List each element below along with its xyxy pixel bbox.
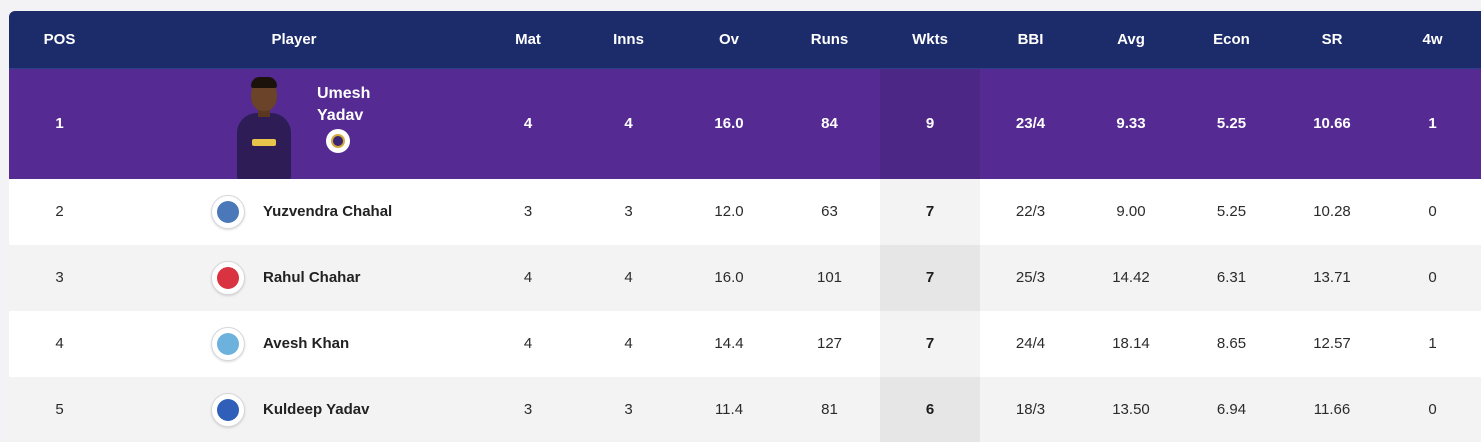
runs-cell: 81 (821, 401, 838, 418)
featured-player-row[interactable]: 1 Umesh Yadav 4 4 (9, 68, 1481, 179)
avg-cell: 9.00 (1116, 203, 1146, 220)
col-header-wkts[interactable]: Wkts (880, 11, 980, 69)
wkts-cell: 7 (880, 310, 980, 377)
sr-cell: 11.66 (1313, 401, 1351, 418)
table-row[interactable]: 5 Kuldeep Yadav 3 3 11.4 81 6 18/3 13.50… (9, 376, 1481, 442)
wkts-cell: 7 (880, 178, 980, 245)
pbks-team-logo-icon (211, 260, 245, 295)
sr-cell: 10.66 (1313, 115, 1351, 132)
col-header-runs[interactable]: Runs (779, 11, 880, 69)
player-name[interactable]: Yuzvendra Chahal (263, 203, 393, 220)
runs-cell: 63 (821, 203, 838, 220)
4w-cell: 0 (1428, 269, 1437, 286)
bowling-stats-table-container: POS Player Mat Inns Ov Runs Wkts BBI Avg… (9, 11, 1481, 442)
mat-cell: 3 (523, 401, 533, 418)
featured-player-name[interactable]: Umesh Yadav (317, 83, 407, 127)
ov-cell: 16.0 (714, 115, 744, 132)
featured-player-last-name: Yadav (317, 106, 364, 124)
table-row[interactable]: 2 Yuzvendra Chahal 3 3 12.0 63 7 22/3 9.… (9, 178, 1481, 245)
player-cell[interactable]: Kuldeep Yadav (110, 377, 478, 442)
inns-cell: 4 (624, 269, 633, 286)
mat-cell: 3 (523, 203, 533, 220)
inns-cell: 3 (624, 203, 633, 220)
pos-cell: 1 (55, 115, 64, 132)
col-header-avg[interactable]: Avg (1081, 11, 1181, 69)
avg-cell: 9.33 (1116, 115, 1146, 132)
wkts-cell: 6 (880, 376, 980, 442)
player-cell[interactable]: Rahul Chahar (110, 245, 478, 311)
pos-cell: 2 (55, 203, 64, 220)
sr-cell: 10.28 (1313, 203, 1351, 220)
econ-cell: 6.94 (1216, 401, 1247, 418)
rr-team-logo-icon (211, 194, 245, 229)
ov-cell: 14.4 (714, 335, 744, 352)
inns-cell: 4 (624, 115, 633, 132)
4w-cell: 1 (1428, 335, 1437, 352)
player-cell[interactable]: Yuzvendra Chahal (110, 179, 478, 245)
inns-cell: 3 (624, 401, 633, 418)
col-header-mat[interactable]: Mat (478, 11, 578, 69)
player-name[interactable]: Kuldeep Yadav (263, 401, 370, 418)
featured-player-first-name: Umesh (317, 84, 371, 102)
featured-player-cell[interactable]: Umesh Yadav (110, 68, 478, 179)
ov-cell: 11.4 (714, 401, 744, 418)
runs-cell: 101 (816, 269, 843, 286)
avg-cell: 13.50 (1112, 401, 1150, 418)
bowling-stats-table: POS Player Mat Inns Ov Runs Wkts BBI Avg… (9, 11, 1481, 442)
bbi-cell: 25/3 (1015, 269, 1046, 286)
wkts-cell: 7 (880, 244, 980, 311)
pos-cell: 4 (55, 335, 64, 352)
header-row: POS Player Mat Inns Ov Runs Wkts BBI Avg… (9, 11, 1481, 69)
bbi-cell: 24/4 (1015, 335, 1046, 352)
pos-cell: 5 (55, 401, 64, 418)
econ-cell: 6.31 (1216, 269, 1247, 286)
4w-cell: 1 (1428, 115, 1437, 132)
econ-cell: 8.65 (1216, 335, 1247, 352)
col-header-pos[interactable]: POS (9, 11, 110, 69)
col-header-sr[interactable]: SR (1282, 11, 1382, 69)
col-header-econ[interactable]: Econ (1181, 11, 1282, 69)
bbi-cell: 18/3 (1015, 401, 1046, 418)
bbi-cell: 22/3 (1015, 203, 1046, 220)
player-photo-icon (237, 76, 291, 179)
col-header-4w[interactable]: 4w (1382, 11, 1481, 69)
runs-cell: 127 (816, 335, 843, 352)
col-header-bbi[interactable]: BBI (980, 11, 1081, 69)
kkr-team-logo-icon (326, 128, 350, 153)
col-header-inns[interactable]: Inns (578, 11, 679, 69)
4w-cell: 0 (1428, 401, 1437, 418)
runs-cell: 84 (821, 115, 838, 132)
sr-cell: 12.57 (1313, 335, 1351, 352)
lsg-team-logo-icon (211, 326, 245, 361)
avg-cell: 14.42 (1112, 269, 1150, 286)
sr-cell: 13.71 (1313, 269, 1351, 286)
player-name[interactable]: Rahul Chahar (263, 269, 361, 286)
col-header-player[interactable]: Player (110, 11, 478, 69)
inns-cell: 4 (624, 335, 633, 352)
econ-cell: 5.25 (1216, 203, 1247, 220)
player-cell[interactable]: Avesh Khan (110, 311, 478, 377)
avg-cell: 18.14 (1112, 335, 1150, 352)
bbi-cell: 23/4 (1015, 115, 1046, 132)
pos-cell: 3 (55, 269, 64, 286)
econ-cell: 5.25 (1216, 115, 1247, 132)
table-row[interactable]: 3 Rahul Chahar 4 4 16.0 101 7 25/3 14.42… (9, 244, 1481, 311)
player-name[interactable]: Avesh Khan (263, 335, 350, 352)
ov-cell: 12.0 (714, 203, 744, 220)
mat-cell: 4 (523, 335, 533, 352)
4w-cell: 0 (1428, 203, 1437, 220)
col-header-ov[interactable]: Ov (679, 11, 779, 69)
dc-team-logo-icon (211, 392, 245, 427)
ov-cell: 16.0 (714, 269, 744, 286)
mat-cell: 4 (523, 269, 533, 286)
wkts-cell: 9 (880, 68, 980, 179)
table-row[interactable]: 4 Avesh Khan 4 4 14.4 127 7 24/4 18.14 8… (9, 310, 1481, 377)
mat-cell: 4 (523, 115, 533, 132)
